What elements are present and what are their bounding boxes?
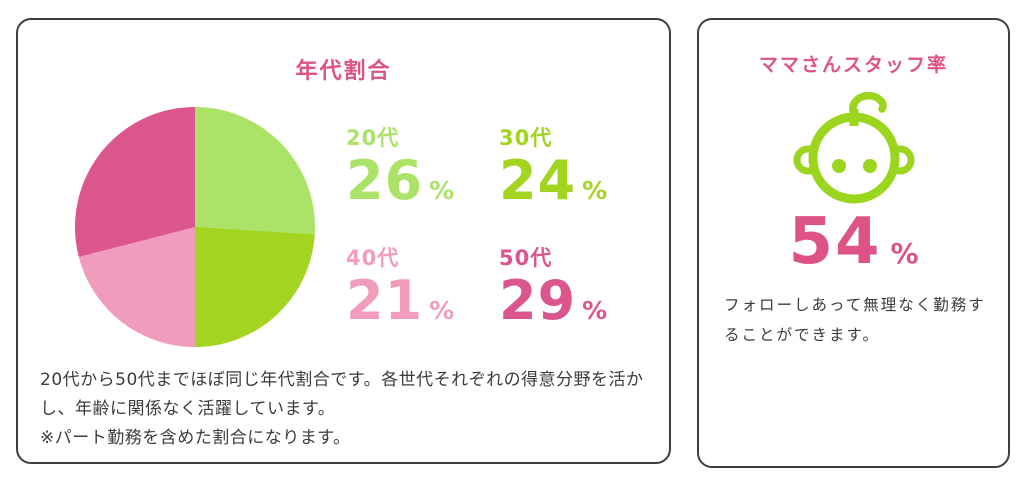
mama-staff-card: ママさんスタッフ率 54 % フォローしあって無理なく勤務することができます。 xyxy=(697,18,1010,468)
stat-20s-value: 26 xyxy=(346,149,424,212)
baby-face-icon xyxy=(793,92,915,204)
stat-20s-label: 20代 xyxy=(346,126,400,150)
age-distribution-title: 年代割合 xyxy=(295,59,392,84)
age-pie-chart xyxy=(75,107,315,347)
mama-staff-rate: 54 % xyxy=(699,210,1008,274)
mama-staff-rate-unit: % xyxy=(890,237,919,270)
stat-50s-value: 29 xyxy=(499,269,577,332)
stat-50s-unit: % xyxy=(582,296,608,325)
stat-20s-unit: % xyxy=(429,176,455,205)
stat-50s-label: 50代 xyxy=(499,246,553,270)
age-stats-grid: 20代 26 % 30代 24 % 40代 21 % xyxy=(346,122,659,362)
age-description-note: ※パート勤務を含めた割合になります。 xyxy=(40,427,351,448)
mama-staff-title: ママさんスタッフ率 xyxy=(758,54,948,76)
mama-staff-description: フォローしあって無理なく勤務することができます。 xyxy=(724,296,986,345)
stat-30s-value: 24 xyxy=(499,149,577,212)
age-description-block: 20代から50代までほぼ同じ年代割合です。各世代それぞれの得意分野を活かし、年齢… xyxy=(40,366,656,453)
stat-30s-label: 30代 xyxy=(499,126,553,150)
stat-40s: 40代 21 % xyxy=(346,242,499,362)
stat-30s-unit: % xyxy=(582,176,608,205)
stat-40s-label: 40代 xyxy=(346,246,400,270)
age-distribution-card: 年代割合 20代 26 % 30代 24 % 40代 21 xyxy=(16,18,671,464)
stat-40s-unit: % xyxy=(429,296,455,325)
mama-staff-rate-value: 54 xyxy=(788,205,882,279)
stat-40s-value: 21 xyxy=(346,269,424,332)
stat-30s: 30代 24 % xyxy=(499,122,659,242)
stat-50s: 50代 29 % xyxy=(499,242,659,362)
stat-20s: 20代 26 % xyxy=(346,122,499,242)
age-description-text: 20代から50代までほぼ同じ年代割合です。各世代それぞれの得意分野を活かし、年齢… xyxy=(40,370,644,419)
